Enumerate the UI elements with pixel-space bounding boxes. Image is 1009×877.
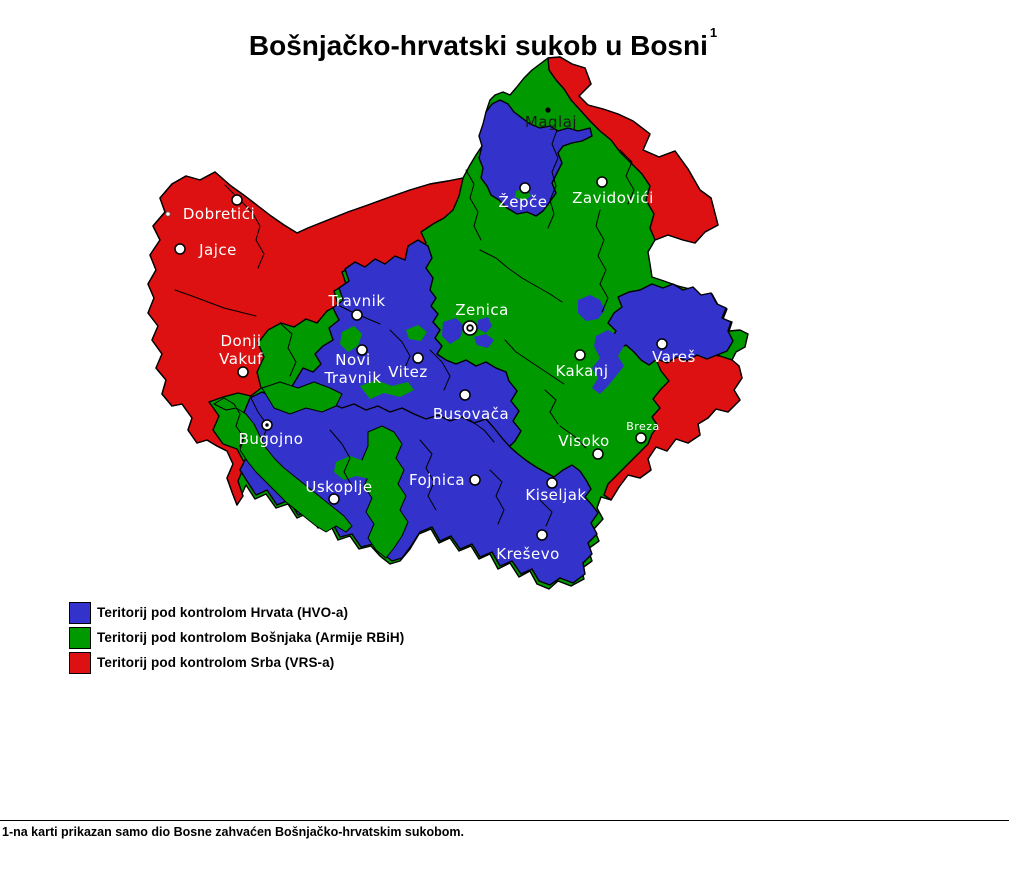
city-marker-jajce-icon <box>174 243 186 255</box>
city-label--ep-e: Žepče <box>498 192 547 211</box>
city-vitez: Vitez <box>388 352 428 381</box>
region-croat-patch-zenica-2 <box>478 317 492 333</box>
region-bosniak-corridor-southwest <box>213 397 353 533</box>
region-croat-patch-kakanj-north <box>578 295 605 321</box>
city-label-novi-travnik-line2: Travnik <box>323 369 381 387</box>
region-bosniak-pocket-belt-1 <box>340 326 362 352</box>
region-bosniak-pocket-uskoplje <box>334 456 388 480</box>
city-label-fojnica: Fojnica <box>409 471 465 489</box>
city-marker-vitez-icon <box>412 352 424 364</box>
legend-swatch-croat <box>69 601 91 624</box>
city-label-donji-vakuf-line1: Donji <box>220 332 261 350</box>
city-visoko: Visoko <box>558 432 609 460</box>
city-marker-uskoplje-icon <box>328 493 340 505</box>
city-busova-a: Busovača <box>433 389 509 423</box>
city-layer: Maglaj Žepče Zavidovići Dobretići Jajce Travn… <box>165 107 696 563</box>
city-marker-bugojno-icon <box>261 419 273 431</box>
region-croat-patch-zenica-3 <box>474 334 494 348</box>
city-marker-donji-vakuf-icon <box>237 366 249 378</box>
city-vare-: Vareš <box>652 338 696 366</box>
city-label-bugojno: Bugojno <box>239 430 304 448</box>
city-label-uskoplje: Uskoplje <box>305 478 372 496</box>
region-serb-northeast <box>547 56 719 244</box>
city-zenica: Zenica <box>455 301 509 336</box>
legend-item-croat: Teritorij pod kontrolom Hrvata (HVO-a) <box>69 601 404 624</box>
city-label-breza: Breza <box>626 420 660 433</box>
legend-swatch-bosniak <box>69 626 91 649</box>
region-bosniak-corridor-bugojno-north <box>261 381 343 415</box>
city-marker-busova-a-icon <box>459 389 471 401</box>
city-label-zenica: Zenica <box>455 301 509 319</box>
city-fojnica: Fojnica <box>409 471 481 489</box>
city-marker-kakanj-icon <box>574 349 586 361</box>
city-label-busova-a: Busovača <box>433 405 509 423</box>
city-marker-novi-travnik-icon <box>356 344 368 356</box>
legend-label-bosniak: Teritorij pod kontrolom Bošnjaka (Armije… <box>97 630 405 645</box>
city-marker-fojnica-icon <box>469 474 481 486</box>
city-label-vare-: Vareš <box>652 348 696 366</box>
map-legend: Teritorij pod kontrolom Hrvata (HVO-a) Te… <box>69 601 405 677</box>
region-serb-west <box>147 171 464 506</box>
page-title-text: Bošnjačko-hrvatski sukob u Bosni <box>248 30 708 61</box>
city--ep-e: Žepče <box>498 182 547 211</box>
city-marker-maglaj-icon <box>545 107 551 113</box>
city-kiseljak: Kiseljak <box>525 477 586 504</box>
city-marker-dobreti-i-icon <box>231 194 243 206</box>
city-marker-zenica-icon <box>462 320 478 336</box>
city-bugojno: Bugojno <box>239 419 304 448</box>
region-croat-patch-kakanj-east <box>592 330 624 394</box>
city-label-zavidovi-i: Zavidovići <box>572 189 654 207</box>
city-jajce: Jajce <box>174 241 237 259</box>
city-kakanj: Kakanj <box>555 349 608 380</box>
city-label-vitez: Vitez <box>388 363 428 381</box>
region-croat-patch-zenica-1 <box>442 318 464 344</box>
city-marker-dobreti-i-small-dot <box>165 211 171 217</box>
city-marker--ep-e-icon <box>519 182 531 194</box>
city-label-kiseljak: Kiseljak <box>525 486 586 504</box>
city-marker-kre-evo-icon <box>536 529 548 541</box>
city-label-maglaj: Maglaj <box>525 113 577 131</box>
city-travnik: Travnik <box>327 292 385 321</box>
legend-swatch-serb <box>69 651 91 674</box>
city-label-dobreti-i: Dobretići <box>183 205 255 223</box>
page-title: Bošnjačko-hrvatski sukob u Bosni 1 <box>249 25 717 62</box>
legend-label-serb: Teritorij pod kontrolom Srba (VRS-a) <box>97 655 335 670</box>
city-dobreti-i: Dobretići <box>165 194 255 223</box>
region-bosniak-pocket-belt-2 <box>406 325 427 341</box>
municipal-borders <box>174 129 635 527</box>
footnote-divider <box>0 820 1009 821</box>
city-label-donji-vakuf-line2: Vakuf <box>219 350 263 368</box>
region-croat-vares <box>607 283 734 366</box>
city-label-kakanj: Kakanj <box>555 362 608 380</box>
city-uskoplje: Uskoplje <box>305 478 372 505</box>
city-marker-kiseljak-icon <box>546 477 558 489</box>
city-kre-evo: Kreševo <box>496 529 560 563</box>
region-serb-southeast <box>603 350 743 501</box>
city-marker-vare--icon <box>656 338 668 350</box>
footnote-text: 1-na karti prikazan samo dio Bosne zahva… <box>2 825 464 839</box>
title-footnote-marker: 1 <box>709 25 718 40</box>
city-label-novi-travnik-line1: Novi <box>335 351 370 369</box>
city-breza: Breza <box>626 420 660 444</box>
city-zavidovi-i: Zavidovići <box>572 176 654 207</box>
region-croat-zepce <box>478 99 593 217</box>
city-label-travnik: Travnik <box>327 292 385 310</box>
region-bosniak-pocket-belt-3 <box>360 380 414 399</box>
city-label-kre-evo: Kreševo <box>496 545 560 563</box>
city-marker-travnik-icon <box>351 309 363 321</box>
legend-item-serb: Teritorij pod kontrolom Srba (VRS-a) <box>69 651 404 674</box>
legend-item-bosniak: Teritorij pod kontrolom Bošnjaka (Armije… <box>69 626 405 649</box>
city-marker-visoko-icon <box>592 448 604 460</box>
city-maglaj: Maglaj <box>525 107 577 131</box>
legend-label-croat: Teritorij pod kontrolom Hrvata (HVO-a) <box>97 605 349 620</box>
city-label-jajce: Jajce <box>198 241 237 259</box>
city-marker-breza-icon <box>635 432 647 444</box>
city-marker-zavidovi-i-icon <box>596 176 608 188</box>
city-label-visoko: Visoko <box>558 432 609 450</box>
